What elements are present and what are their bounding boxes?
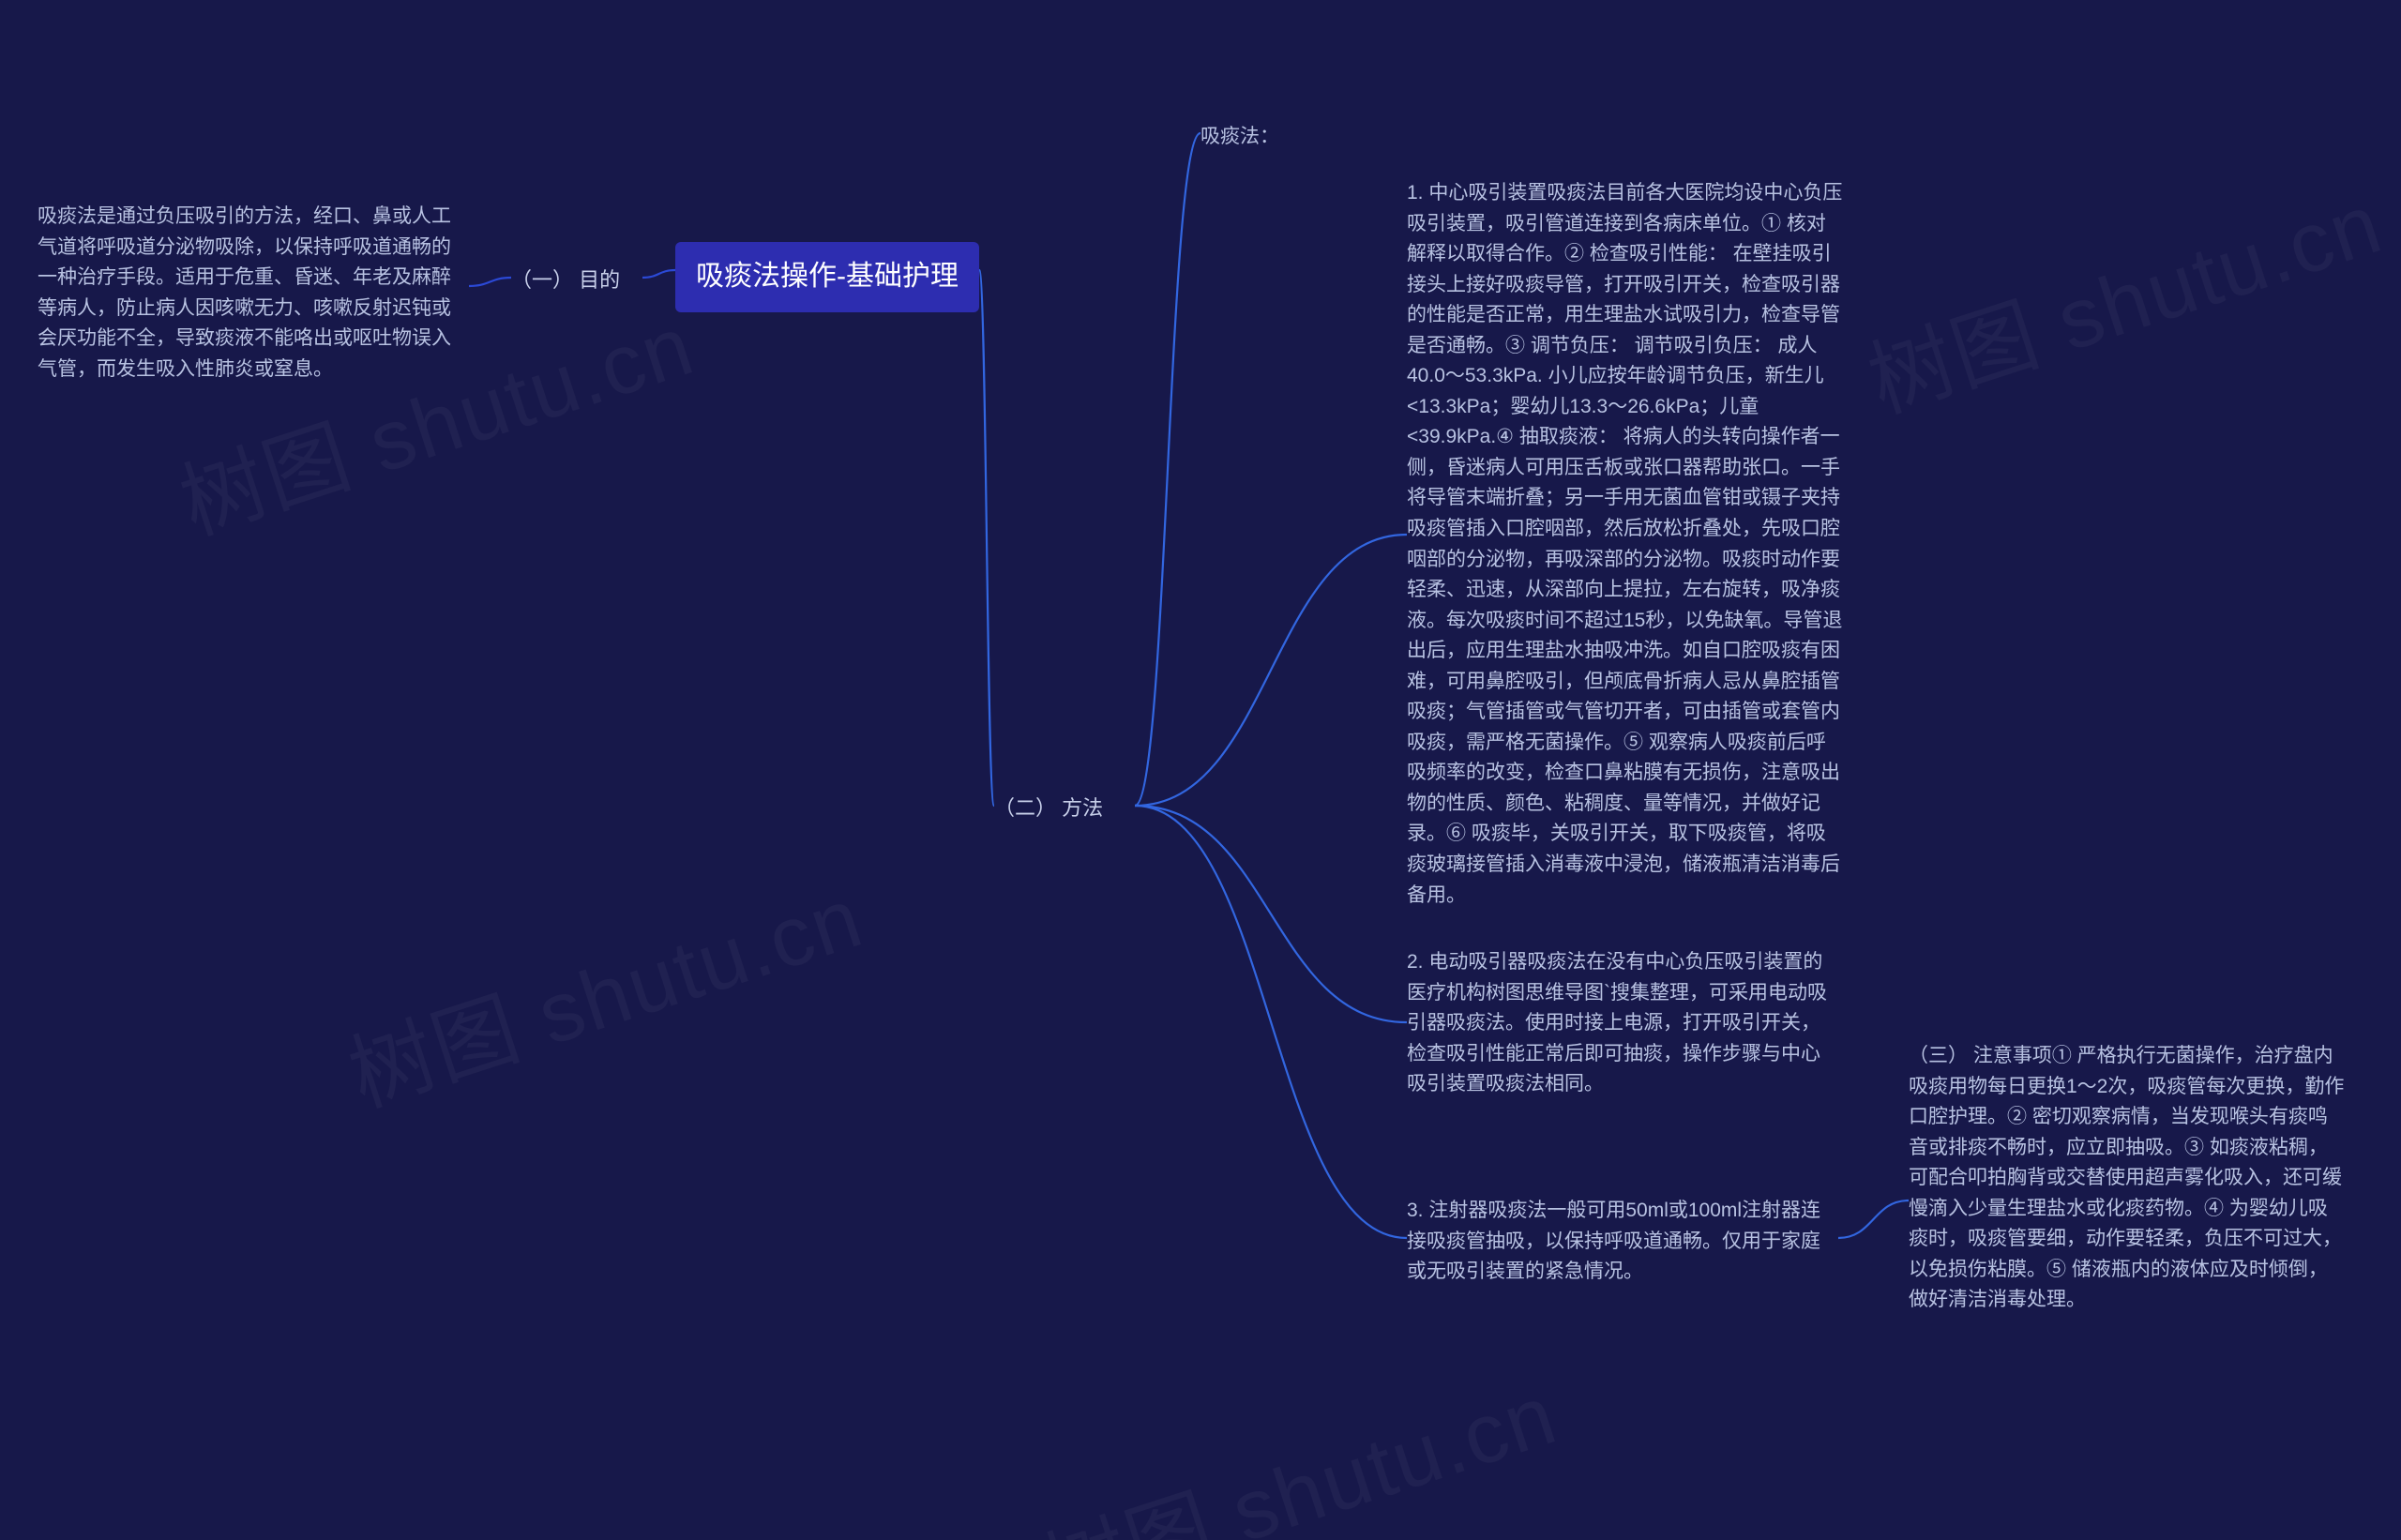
method-3-text: 3. 注射器吸痰法一般可用50ml或100ml注射器连接吸痰管抽吸，以保持呼吸道… [1407, 1196, 1838, 1288]
mindmap-root[interactable]: 吸痰法操作-基础护理 [675, 242, 979, 312]
method-2-text: 2. 电动吸引器吸痰法在没有中心负压吸引装置的医疗机构树图思维导图`搜集整理，可… [1407, 947, 1838, 1100]
method-heading: 吸痰法： [1200, 122, 1279, 153]
branch-purpose-label[interactable]: （一） 目的 [511, 264, 620, 296]
branch-method-label[interactable]: （二） 方法 [994, 793, 1103, 824]
method-1-text: 1. 中心吸引装置吸痰法目前各大医院均设中心负压吸引装置，吸引管道连接到各病床单… [1407, 178, 1843, 911]
branch-purpose-text: 吸痰法是通过负压吸引的方法，经口、鼻或人工气道将呼吸道分泌物吸除，以保持呼吸道通… [38, 202, 469, 385]
notice-text: （三） 注意事项① 严格执行无菌操作，治疗盘内吸痰用物每日更换1～2次，吸痰管每… [1909, 1041, 2345, 1316]
